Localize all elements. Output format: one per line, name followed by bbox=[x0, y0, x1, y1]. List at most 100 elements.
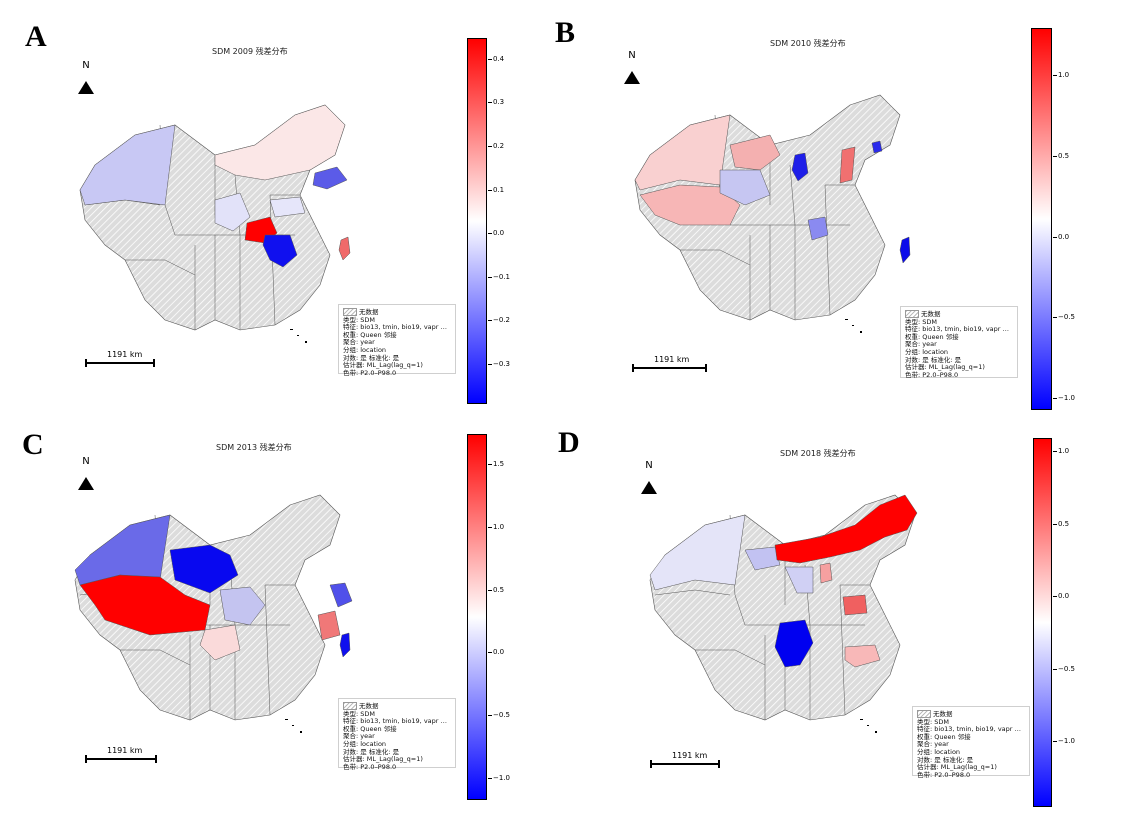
north-label: N bbox=[82, 60, 90, 71]
legend-row: 对数: 是 标准化: 是 bbox=[343, 353, 400, 362]
legend-row: 特征: bio13, tmin, bio19, vapr … bbox=[343, 717, 448, 726]
region-shandong bbox=[312, 166, 348, 190]
no-data-swatch-icon bbox=[343, 308, 357, 316]
region-tibet bbox=[639, 184, 741, 226]
region-shanxi bbox=[839, 146, 856, 184]
colorbar-tick-label: 1.0 bbox=[1052, 447, 1070, 456]
legend-row: 聚合: year bbox=[917, 740, 949, 749]
region-xinjiang bbox=[79, 124, 176, 206]
colorbar-tick-label: −0.1 bbox=[488, 272, 510, 281]
region-taiwan bbox=[339, 632, 351, 658]
legend-row: 权重: Queen 邻接 bbox=[917, 732, 971, 741]
legend-row: 聚合: year bbox=[905, 340, 937, 349]
residual-map bbox=[65, 85, 351, 345]
region-xinjiang bbox=[649, 514, 746, 591]
legend-row: 类型: SDM bbox=[917, 717, 949, 726]
region-qinghai bbox=[744, 546, 781, 571]
colorbar-tick-label: 0.5 bbox=[487, 585, 505, 594]
region-xinjiang bbox=[634, 114, 731, 191]
colorbar-tick-label: 0.0 bbox=[1052, 232, 1070, 241]
legend-row: 估计器: ML_Lag(lag_q=1) bbox=[343, 755, 423, 764]
panel-letter: D bbox=[558, 426, 580, 459]
colorbar-tick-label: −0.5 bbox=[488, 711, 510, 720]
legend-row: 分组: location bbox=[917, 747, 961, 756]
region-sichuan bbox=[214, 192, 251, 232]
panel-title: SDM 2013 残差分布 bbox=[216, 443, 292, 452]
region-yunnan bbox=[199, 624, 241, 661]
residual-map bbox=[620, 75, 911, 335]
colorbar-tick-label: 0.5 bbox=[1052, 151, 1070, 160]
colorbar-tick-label: −1.0 bbox=[1053, 393, 1075, 402]
colorbar-tick-label: 0.1 bbox=[487, 185, 505, 194]
legend-row: 权重: Queen 邻接 bbox=[905, 332, 959, 341]
panel-d: D SDM 2018 残差分布 N 1191 km 无数据 类型: SDM 特征… bbox=[558, 410, 1141, 813]
map-legend: 无数据 类型: SDM 特征: bio13, tmin, bio19, vapr… bbox=[338, 698, 456, 770]
colorbar-tick-label: 0.3 bbox=[487, 98, 505, 107]
panel-c: C SDM 2013 残差分布 N 1191 km 无数据 类型: SDM 特征… bbox=[0, 410, 560, 813]
north-label: N bbox=[645, 460, 653, 471]
region-gansu bbox=[729, 134, 781, 171]
scale-bar-label: 1191 km bbox=[654, 355, 690, 364]
legend-row: 分组: location bbox=[905, 347, 949, 356]
colorbar-tick-label: −1.0 bbox=[488, 773, 510, 782]
colorbar-tick-label: −0.2 bbox=[488, 316, 510, 325]
legend-row: 类型: SDM bbox=[343, 315, 375, 324]
region-guangxi bbox=[262, 234, 298, 268]
legend-row: 特征: bio13, tmin, bio19, vapr … bbox=[917, 725, 1022, 734]
region-yunnan bbox=[774, 619, 814, 668]
colorbar bbox=[467, 434, 487, 800]
panel-title: SDM 2010 残差分布 bbox=[770, 39, 846, 48]
colorbar-tick-label: −0.5 bbox=[1053, 313, 1075, 322]
region-ningxia bbox=[819, 562, 833, 584]
scale-bar-label: 1191 km bbox=[672, 751, 708, 760]
panel-letter: C bbox=[22, 428, 44, 461]
region-henan bbox=[842, 594, 868, 616]
legend-row: 色带: P2.0–P98.0 bbox=[917, 770, 971, 779]
north-arrow-icon: N bbox=[78, 60, 94, 94]
legend-row: 分组: location bbox=[343, 739, 387, 748]
north-arrow-icon: N bbox=[624, 50, 640, 84]
region-gansu bbox=[784, 566, 814, 594]
legend-row: 特征: bio13, tmin, bio19, vapr … bbox=[905, 325, 1010, 334]
colorbar-tick-label: 0.0 bbox=[1052, 592, 1070, 601]
legend-row: 对数: 是 标准化: 是 bbox=[917, 755, 974, 764]
north-label: N bbox=[82, 456, 90, 467]
no-data-swatch-icon bbox=[343, 702, 357, 710]
legend-row: 估计器: ML_Lag(lag_q=1) bbox=[917, 763, 997, 772]
region-qinghai bbox=[169, 544, 239, 594]
colorbar bbox=[467, 38, 487, 404]
colorbar-tick-label: −0.5 bbox=[1053, 664, 1075, 673]
legend-row: 无数据 bbox=[905, 310, 1013, 319]
legend-row: 特征: bio13, tmin, bio19, vapr … bbox=[343, 323, 448, 332]
legend-row: 无数据 bbox=[343, 702, 451, 711]
panel-title: SDM 2018 残差分布 bbox=[780, 449, 856, 458]
north-label: N bbox=[628, 50, 636, 61]
region-guizhou bbox=[807, 216, 829, 241]
colorbar-tick-label: 0.2 bbox=[487, 141, 505, 150]
colorbar-tick-label: −1.0 bbox=[1053, 736, 1075, 745]
north-arrow-icon: N bbox=[78, 456, 94, 490]
region-jiangxi-fujian bbox=[317, 610, 341, 641]
north-arrow-icon: N bbox=[641, 460, 657, 494]
residual-map bbox=[60, 475, 353, 735]
region-inner-mongolia bbox=[214, 104, 346, 181]
colorbar-tick-label: 1.5 bbox=[487, 460, 505, 469]
region-guangdong bbox=[844, 644, 881, 668]
legend-row: 无数据 bbox=[343, 308, 451, 317]
colorbar-tick-label: 0.4 bbox=[487, 54, 505, 63]
region-sichuan bbox=[219, 586, 266, 626]
no-data-swatch-icon bbox=[917, 710, 931, 718]
legend-row: 对数: 是 标准化: 是 bbox=[343, 747, 400, 756]
legend-row: 分组: location bbox=[343, 345, 387, 354]
legend-row: 估计器: ML_Lag(lag_q=1) bbox=[343, 361, 423, 370]
legend-row: 估计器: ML_Lag(lag_q=1) bbox=[905, 363, 985, 372]
map-legend: 无数据 类型: SDM 特征: bio13, tmin, bio19, vapr… bbox=[912, 706, 1030, 778]
map-legend: 无数据 类型: SDM 特征: bio13, tmin, bio19, vapr… bbox=[338, 304, 456, 376]
legend-row: 类型: SDM bbox=[905, 317, 937, 326]
no-data-swatch-icon bbox=[905, 310, 919, 318]
legend-row: 权重: Queen 邻接 bbox=[343, 724, 397, 733]
region-xinjiang bbox=[74, 514, 171, 586]
colorbar-tick-label: 0.0 bbox=[487, 229, 505, 238]
legend-row: 类型: SDM bbox=[343, 709, 375, 718]
legend-row: 色带: P2.0–P98.0 bbox=[343, 762, 397, 771]
